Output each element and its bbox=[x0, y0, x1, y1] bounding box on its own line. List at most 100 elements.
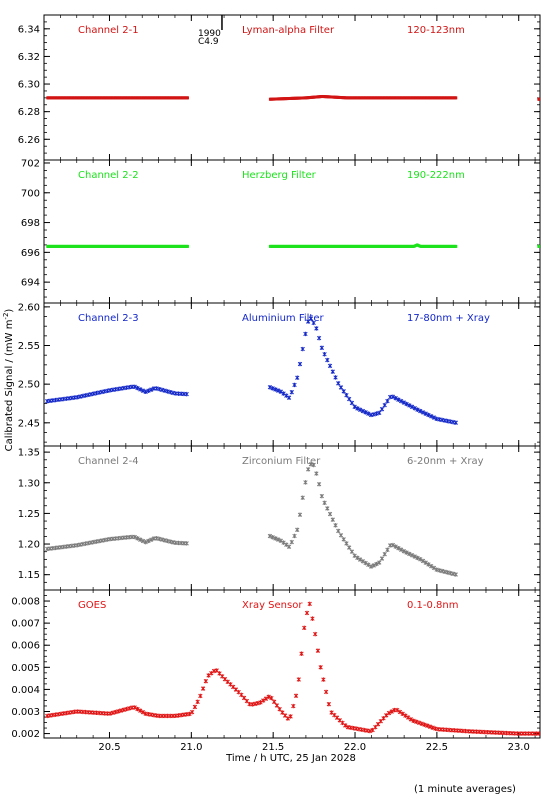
y-axis-label-close: ) bbox=[4, 309, 15, 313]
data-point bbox=[418, 557, 423, 562]
data-point bbox=[344, 393, 349, 398]
channel-label: GOES bbox=[78, 600, 106, 611]
data-point bbox=[403, 713, 408, 718]
footnote: (1 minute averages) bbox=[414, 784, 516, 795]
band-label: 190-222nm bbox=[407, 170, 465, 181]
data-point bbox=[385, 547, 390, 552]
filter-label: Xray Sensor bbox=[242, 600, 303, 611]
data-point bbox=[419, 721, 424, 726]
data-point bbox=[132, 705, 137, 710]
band-label: 0.1-0.8nm bbox=[407, 600, 459, 611]
y-tick-label: 698 bbox=[21, 218, 40, 229]
data-point bbox=[415, 555, 420, 561]
y-tick-label: 702 bbox=[21, 158, 40, 169]
data-point bbox=[278, 538, 283, 543]
data-point bbox=[275, 388, 281, 393]
x-tick-label: 23.0 bbox=[508, 742, 530, 753]
y-axis-label-text: Calibrated Signal / (mW m bbox=[4, 320, 15, 452]
data-point bbox=[408, 717, 414, 722]
data-point bbox=[146, 538, 151, 544]
data-point bbox=[310, 616, 315, 621]
data-point bbox=[412, 554, 417, 559]
data-point bbox=[289, 539, 294, 545]
data-point bbox=[300, 495, 305, 500]
data-point bbox=[382, 551, 387, 557]
data-point bbox=[187, 711, 192, 717]
data-point bbox=[420, 558, 426, 564]
data-point bbox=[401, 549, 407, 554]
data-point bbox=[186, 96, 189, 100]
data-point bbox=[537, 731, 540, 736]
y-tick-label: 2.60 bbox=[18, 302, 40, 313]
data-point bbox=[308, 316, 314, 321]
data-point bbox=[323, 689, 329, 695]
data-point bbox=[357, 407, 363, 412]
data-point bbox=[426, 562, 431, 567]
y-axis-label-superscript: -2 bbox=[2, 313, 10, 320]
data-point bbox=[343, 723, 348, 728]
data-point bbox=[300, 346, 305, 352]
data-point bbox=[319, 493, 324, 499]
data-point bbox=[355, 555, 360, 560]
data-point bbox=[192, 704, 198, 710]
data-point bbox=[273, 387, 278, 392]
data-point bbox=[321, 677, 326, 682]
data-point bbox=[143, 389, 148, 395]
data-point bbox=[396, 545, 401, 551]
data-point bbox=[325, 357, 330, 363]
y-tick-label: 0.006 bbox=[11, 641, 40, 652]
data-point bbox=[135, 385, 140, 391]
x-tick-label: 22.5 bbox=[426, 742, 448, 753]
data-point bbox=[258, 700, 263, 705]
data-point bbox=[404, 401, 409, 407]
y-tick-label: 694 bbox=[21, 278, 40, 289]
data-point bbox=[349, 400, 355, 406]
y-tick-label: 0.004 bbox=[11, 685, 40, 696]
x-axis-label: Time / h UTC, 25 Jan 2028 bbox=[225, 753, 356, 764]
data-point bbox=[292, 533, 297, 539]
data-point bbox=[385, 398, 390, 404]
data-point bbox=[396, 397, 401, 402]
data-point bbox=[426, 412, 431, 418]
data-point bbox=[422, 722, 427, 727]
data-point bbox=[313, 631, 318, 637]
y-tick-label: 6.28 bbox=[18, 107, 40, 118]
data-point bbox=[273, 536, 278, 541]
data-point bbox=[288, 714, 293, 719]
data-point bbox=[307, 601, 312, 607]
data-point bbox=[368, 564, 374, 569]
data-point bbox=[379, 556, 385, 561]
data-point bbox=[390, 394, 396, 399]
data-marks bbox=[45, 601, 540, 736]
data-point bbox=[269, 695, 274, 701]
data-point bbox=[338, 533, 344, 538]
data-point bbox=[412, 406, 417, 411]
data-point bbox=[398, 547, 404, 552]
data-point bbox=[291, 703, 296, 709]
data-marks bbox=[46, 94, 540, 101]
data-point bbox=[299, 651, 304, 656]
data-point bbox=[429, 563, 434, 569]
y-tick-label: 2.45 bbox=[18, 418, 40, 429]
data-point bbox=[146, 388, 151, 393]
band-label: 120-123nm bbox=[407, 25, 465, 36]
data-point bbox=[138, 387, 143, 392]
data-point bbox=[374, 561, 379, 567]
data-point bbox=[431, 565, 437, 571]
data-point bbox=[360, 408, 366, 414]
data-point bbox=[304, 610, 310, 616]
data-point bbox=[149, 387, 154, 392]
panel-4: 1.15 1.20 1.25 1.30 1.35 Channel 2-4 Zirconium… bbox=[18, 445, 541, 591]
y-tick-label: 1.35 bbox=[18, 448, 40, 459]
data-point bbox=[425, 723, 430, 728]
data-point bbox=[386, 710, 392, 716]
y-tick-label: 0.007 bbox=[11, 619, 40, 630]
data-point bbox=[306, 467, 311, 472]
data-point bbox=[371, 563, 376, 568]
data-point bbox=[327, 511, 333, 517]
data-point bbox=[390, 542, 396, 548]
data-point bbox=[393, 396, 398, 401]
data-point bbox=[200, 686, 206, 691]
data-point bbox=[327, 363, 333, 369]
